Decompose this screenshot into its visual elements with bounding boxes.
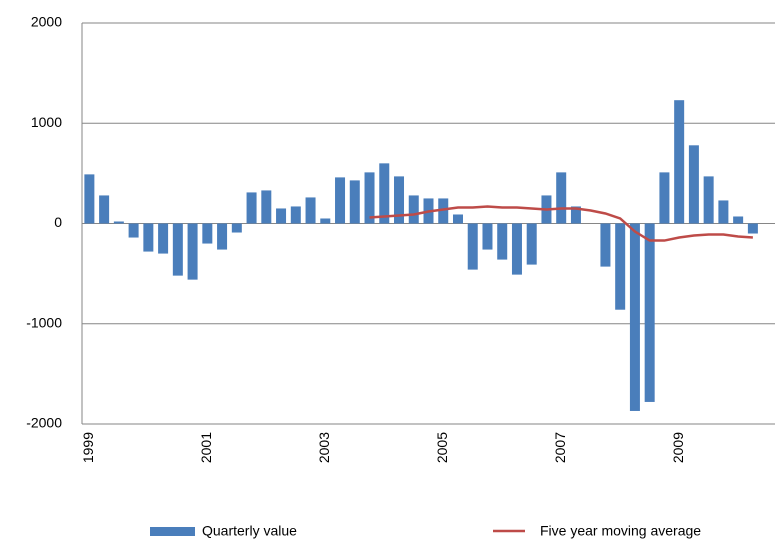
bar bbox=[349, 180, 360, 224]
bar bbox=[305, 197, 316, 224]
bar bbox=[320, 218, 331, 224]
bar bbox=[600, 223, 611, 267]
bar bbox=[718, 200, 729, 224]
y-tick-label: 2000 bbox=[31, 14, 62, 30]
bar bbox=[438, 198, 449, 224]
bar bbox=[158, 223, 169, 254]
bar bbox=[511, 223, 522, 275]
legend-swatch bbox=[150, 527, 195, 536]
bar bbox=[556, 172, 567, 224]
bar bbox=[688, 145, 699, 224]
bar bbox=[290, 206, 301, 224]
x-tick-label: 2009 bbox=[670, 432, 686, 463]
bar bbox=[674, 100, 685, 224]
bar bbox=[408, 195, 419, 224]
bar bbox=[187, 223, 198, 280]
bar bbox=[570, 206, 581, 224]
bar bbox=[335, 177, 346, 224]
bar bbox=[246, 192, 257, 224]
bar bbox=[733, 216, 744, 224]
bar bbox=[629, 223, 640, 411]
bar bbox=[143, 223, 154, 252]
bar bbox=[113, 221, 124, 224]
bar bbox=[379, 163, 390, 224]
legend-label: Five year moving average bbox=[540, 523, 701, 539]
x-tick-label: 2005 bbox=[434, 432, 450, 463]
bar bbox=[202, 223, 213, 244]
bar bbox=[703, 176, 714, 224]
x-tick-label: 2007 bbox=[552, 432, 568, 463]
bar bbox=[452, 214, 463, 224]
legend-label: Quarterly value bbox=[202, 523, 297, 539]
bar bbox=[615, 223, 626, 310]
bar bbox=[467, 223, 478, 270]
y-tick-label: -1000 bbox=[26, 314, 62, 330]
bar bbox=[84, 174, 95, 224]
bar bbox=[394, 176, 405, 224]
line bbox=[369, 205, 753, 242]
bar bbox=[128, 223, 139, 238]
x-tick-label: 2001 bbox=[198, 432, 214, 463]
x-tick-label: 2003 bbox=[316, 432, 332, 463]
y-tick-label: -2000 bbox=[26, 415, 62, 431]
bar bbox=[217, 223, 228, 250]
bar bbox=[644, 223, 655, 402]
bar bbox=[276, 208, 287, 224]
bar bbox=[99, 195, 110, 224]
bar bbox=[659, 172, 670, 224]
bar bbox=[231, 223, 242, 233]
bar bbox=[482, 223, 493, 250]
x-tick-label: 1999 bbox=[80, 432, 96, 463]
bar bbox=[261, 190, 272, 224]
bar bbox=[747, 223, 758, 234]
bar bbox=[172, 223, 183, 276]
bar bbox=[526, 223, 537, 265]
bar bbox=[364, 172, 375, 224]
bar bbox=[497, 223, 508, 260]
y-tick-label: 0 bbox=[54, 214, 62, 230]
y-tick-label: 1000 bbox=[31, 114, 62, 130]
